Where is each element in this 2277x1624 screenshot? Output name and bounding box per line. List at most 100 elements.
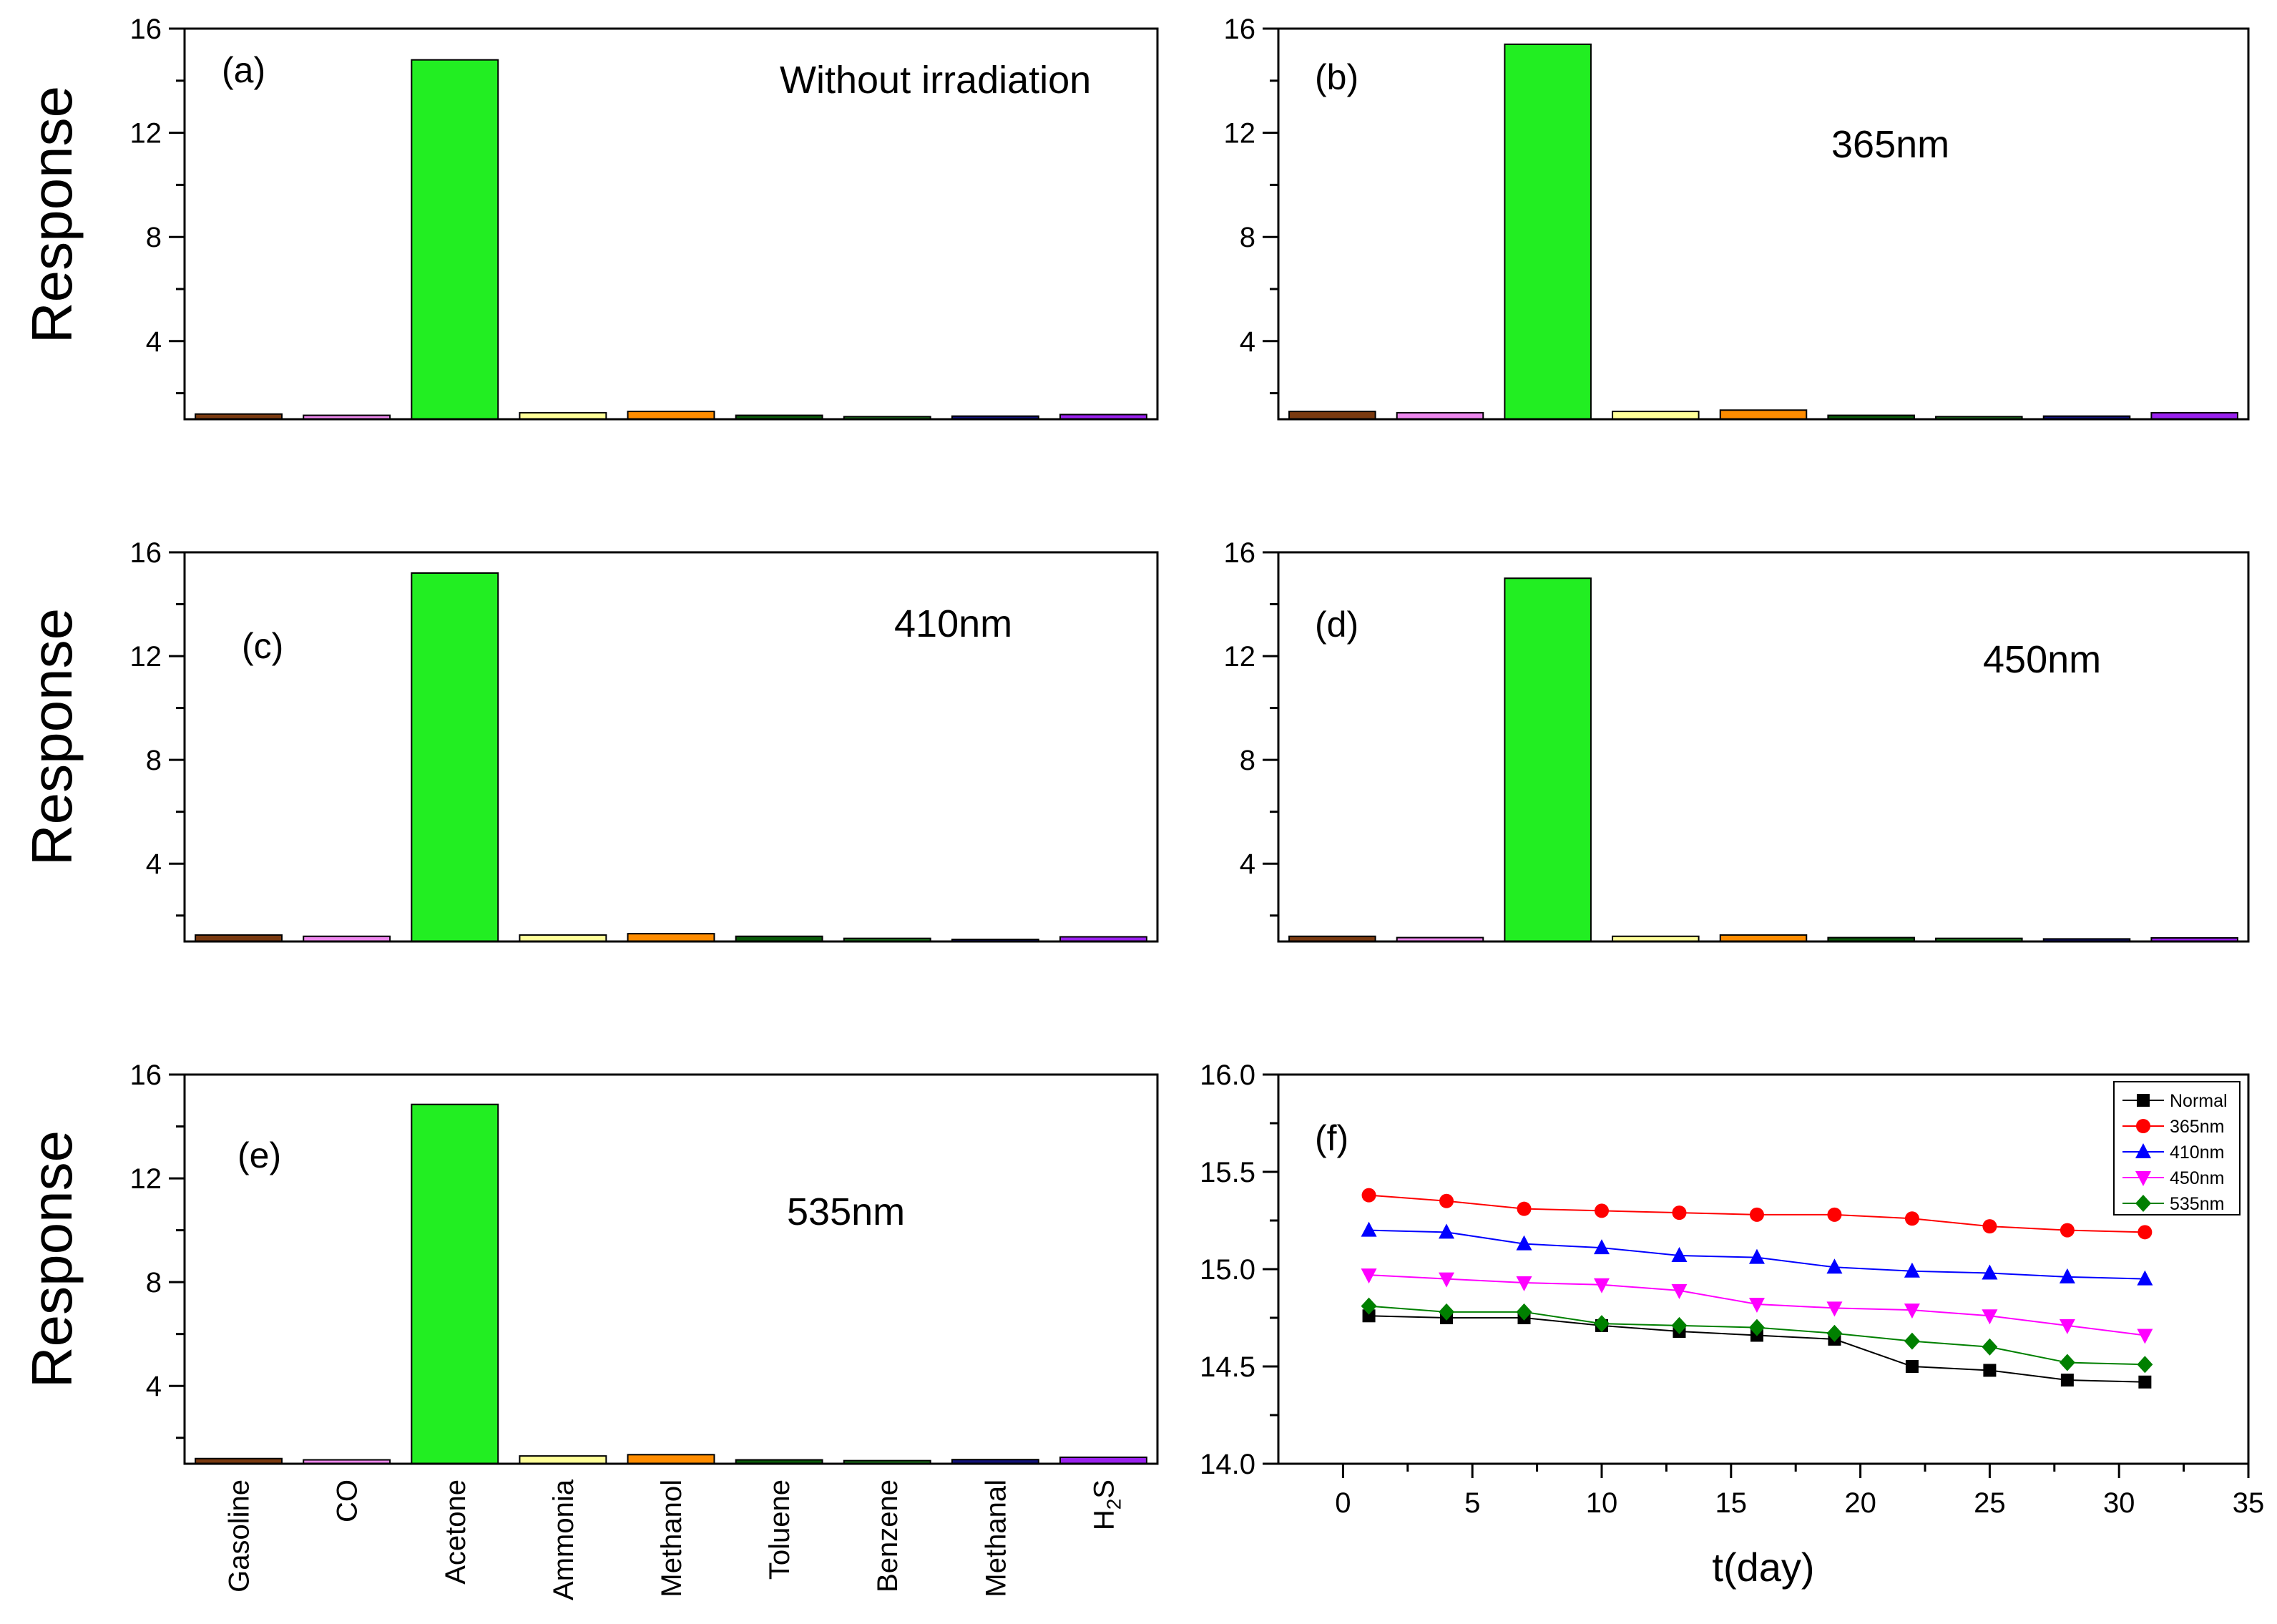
data-point	[1361, 1268, 1377, 1284]
bar-ammonia	[1612, 411, 1700, 421]
data-point	[2059, 1268, 2075, 1283]
legend-marker	[2136, 1119, 2150, 1133]
data-point	[1827, 1207, 1842, 1222]
panel-annotation: 535nm	[787, 1190, 905, 1233]
legend-marker	[2135, 1143, 2151, 1158]
panel-label: (e)	[238, 1135, 281, 1175]
bar-acetone	[1504, 43, 1592, 420]
data-point	[1671, 1246, 1688, 1262]
bar-methanol	[627, 933, 715, 942]
x-tick-label: 25	[1974, 1487, 2006, 1519]
legend: Normal 365nm 410nm 450nm 535nm	[2113, 1081, 2241, 1215]
series-365nm	[1361, 1188, 2153, 1240]
plot-frame	[183, 27, 1159, 421]
legend-entry: 410nm	[2170, 1143, 2224, 1163]
panel-annotation: 365nm	[1831, 123, 1949, 166]
y-tick-label: 4	[1240, 848, 1255, 880]
y-tick-label: 12	[130, 1163, 162, 1195]
y-tick-label: 16	[130, 1060, 162, 1091]
data-point	[2137, 1356, 2153, 1374]
text-span: S	[1088, 1479, 1120, 1499]
plot-frame	[1277, 551, 2250, 943]
y-tick-label: 8	[1240, 222, 1255, 253]
data-point	[1672, 1205, 1687, 1221]
x-tick-label: 0	[1335, 1487, 1351, 1519]
legend-entry: 365nm	[2170, 1117, 2224, 1137]
data-point	[2059, 1354, 2075, 1371]
data-point	[1594, 1239, 1610, 1255]
data-point	[1826, 1301, 1843, 1317]
category-label: H2S	[1088, 1479, 1125, 1530]
data-point	[1517, 1201, 1532, 1216]
y-tick-label: 15.0	[1200, 1254, 1255, 1286]
y-tick-label: 12	[130, 118, 162, 150]
bar-methanol	[627, 1454, 715, 1464]
bar-ammonia	[519, 1455, 607, 1464]
subscript: 2	[1102, 1499, 1125, 1510]
y-tick-label: 16.0	[1200, 1060, 1255, 1091]
series-450nm	[1361, 1268, 2153, 1344]
x-tick-label: 15	[1715, 1487, 1748, 1519]
panel-c: 4 8 12 16 (c) 410nm Response	[20, 537, 1159, 943]
data-point	[1594, 1278, 1610, 1293]
y-tick-label: 15.5	[1200, 1157, 1255, 1188]
data-point	[2138, 1225, 2153, 1240]
y-tick-label: 12	[1224, 641, 1256, 672]
data-point	[1748, 1248, 1765, 1264]
x-tick-label: 10	[1586, 1487, 1618, 1519]
bar-acetone	[411, 59, 499, 421]
x-tick-label: 5	[1464, 1487, 1480, 1519]
data-point	[1749, 1207, 1764, 1222]
plot-frame	[1277, 27, 2250, 421]
data-point	[1362, 1309, 1376, 1323]
data-point	[1983, 1364, 1997, 1377]
category-label: Acetone	[440, 1479, 471, 1585]
panel-label: (f)	[1315, 1118, 1348, 1158]
y-tick-label: 4	[146, 1371, 162, 1402]
category-label: Benzene	[872, 1479, 904, 1593]
data-point	[1671, 1316, 1688, 1334]
x-tick-label: 20	[1844, 1487, 1876, 1519]
data-point	[1826, 1324, 1843, 1342]
data-point	[1982, 1219, 1997, 1234]
data-point	[1904, 1332, 1920, 1350]
data-point	[1748, 1319, 1765, 1336]
legend-marker	[2135, 1171, 2151, 1186]
data-point	[1516, 1235, 1532, 1251]
plot-frame	[183, 551, 1159, 943]
panel-annotation: 450nm	[1983, 638, 2101, 681]
legend-marker	[2137, 1094, 2150, 1107]
data-point	[1439, 1272, 1455, 1288]
data-point	[1904, 1211, 1919, 1226]
data-point	[2137, 1270, 2153, 1286]
y-axis-title: Response	[20, 86, 84, 343]
bar-methanol	[627, 411, 715, 421]
x-axis-title: t(day)	[1712, 1545, 1814, 1590]
panel-annotation: Without irradiation	[780, 59, 1091, 102]
data-point	[1826, 1258, 1843, 1274]
panel-e: 4 8 12 16 (e) 535nm Response Gasoline CO Acetone A…	[20, 1060, 1159, 1600]
series-535nm	[1361, 1297, 2153, 1374]
series-410nm	[1361, 1221, 2153, 1286]
data-point	[1594, 1315, 1610, 1333]
data-point	[1439, 1223, 1455, 1239]
plot-frame	[1277, 1073, 2250, 1465]
legend-entry: Normal	[2170, 1091, 2228, 1111]
bar-methanol	[1719, 409, 1808, 421]
data-point	[1904, 1262, 1920, 1278]
y-axis-title: Response	[20, 608, 84, 866]
panel-a: 4 8 12 16 (a) Without irradiation Response	[20, 14, 1159, 421]
x-tick-label: 35	[2233, 1487, 2265, 1519]
panel-d: 4 8 12 16 (d) 450nm	[1224, 537, 2250, 943]
legend-entry: 535nm	[2170, 1194, 2224, 1214]
data-point	[2137, 1329, 2153, 1344]
y-tick-label: 8	[146, 745, 162, 776]
panel-label: (d)	[1315, 605, 1358, 645]
y-tick-label: 8	[146, 1267, 162, 1298]
data-point	[1439, 1193, 1454, 1208]
data-point	[2060, 1223, 2075, 1238]
y-axis-title: Response	[20, 1130, 84, 1388]
legend-marker	[2135, 1195, 2151, 1212]
category-label: Methanal	[980, 1479, 1012, 1598]
